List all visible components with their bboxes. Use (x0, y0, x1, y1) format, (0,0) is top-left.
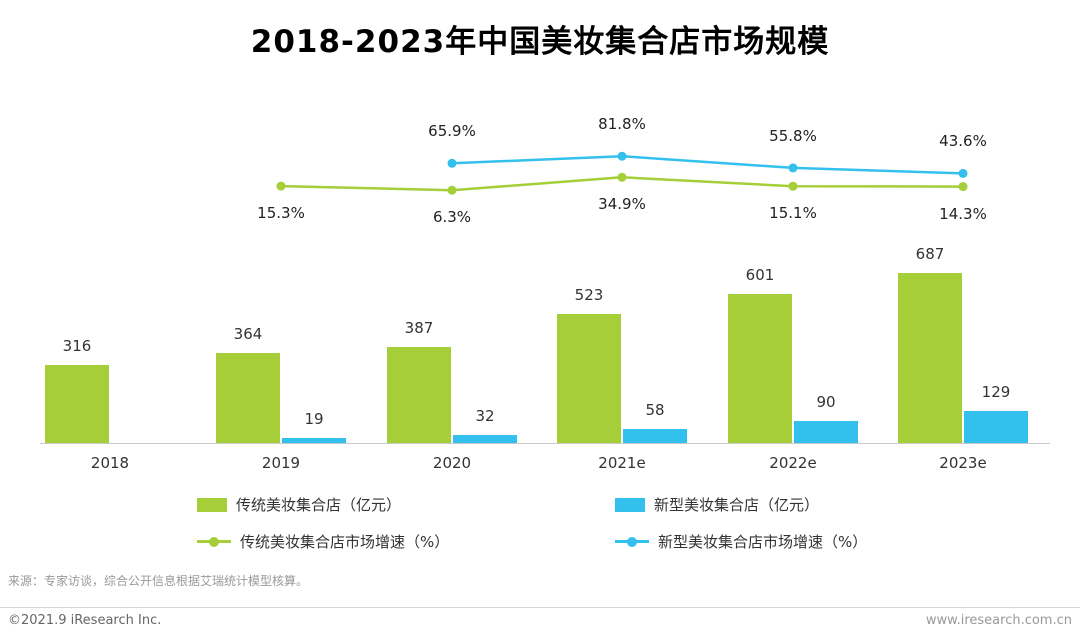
legend-line-dot (627, 536, 637, 547)
legend-item: 新型美妆集合店市场增速（%） (615, 531, 867, 552)
footer-website: www.iresearch.com.cn (925, 613, 1072, 628)
line-value-label: 15.3% (257, 204, 305, 222)
bar-value-label: 687 (915, 245, 945, 263)
legend-label: 传统美妆集合店（亿元） (236, 496, 402, 514)
line-point (276, 181, 286, 191)
line-point (617, 151, 627, 161)
line-point (447, 158, 457, 168)
legend-label: 新型美妆集合店（亿元） (654, 496, 820, 514)
line-new-growth (451, 154, 964, 175)
legend-label: 新型美妆集合店市场增速（%） (658, 533, 868, 551)
line-point (958, 168, 968, 178)
legend-item: 传统美妆集合店市场增速（%） (197, 531, 615, 552)
legend-label: 传统美妆集合店市场增速（%） (240, 533, 450, 551)
x-axis-label: 2022e (769, 454, 817, 472)
bar-traditional (45, 365, 109, 443)
line-value-label: 65.9% (428, 122, 476, 140)
bar-value-label: 387 (404, 319, 434, 337)
bar-traditional (216, 353, 280, 443)
bar-value-label: 129 (981, 383, 1011, 401)
line-point (788, 181, 798, 191)
line-value-label: 43.6% (939, 132, 987, 150)
bar-traditional (728, 294, 792, 443)
legend-item: 新型美妆集合店（亿元） (615, 494, 819, 515)
bar-value-label: 90 (816, 393, 836, 411)
line-point (958, 182, 968, 192)
x-axis-label: 2020 (432, 454, 472, 472)
bar-value-label: 19 (304, 410, 324, 428)
legend-line-swatch (197, 536, 231, 547)
footer-divider (0, 607, 1080, 608)
bar-value-label: 601 (745, 266, 775, 284)
bar-new (794, 421, 858, 443)
bar-new (623, 429, 687, 443)
legend-row: 传统美妆集合店（亿元） 新型美妆集合店（亿元） (197, 486, 867, 523)
legend-item: 传统美妆集合店（亿元） (197, 494, 615, 515)
legend: 传统美妆集合店（亿元） 新型美妆集合店（亿元） 传统美妆集合店市场增速（%） 新型美妆… (197, 486, 867, 560)
line-value-label: 34.9% (598, 195, 646, 213)
legend-line-swatch (615, 536, 649, 547)
legend-line-dot (209, 536, 219, 547)
bar-traditional (387, 347, 451, 443)
x-axis-label: 2019 (261, 454, 301, 472)
line-value-label: 6.3% (432, 208, 472, 226)
x-axis-label: 2023e (939, 454, 987, 472)
bar-value-label: 523 (574, 286, 604, 304)
line-value-label: 55.8% (769, 127, 817, 145)
line-value-label: 14.3% (939, 205, 987, 223)
source-note: 来源：专家访谈，综合公开信息根据艾瑞统计模型核算。 (8, 574, 309, 588)
bar-traditional (898, 273, 962, 443)
footer-copyright: ©2021.9 iResearch Inc. (8, 613, 162, 628)
line-traditional-growth (280, 176, 964, 192)
chart-title: 2018-2023年中国美妆集合店市场规模 (250, 24, 830, 60)
bar-new (964, 411, 1028, 443)
line-value-label: 15.1% (769, 204, 817, 222)
x-axis-label: 2018 (90, 454, 130, 472)
bar-value-label: 58 (645, 401, 665, 419)
bar-new (453, 435, 517, 443)
bar-value-label: 364 (233, 325, 263, 343)
legend-row: 传统美妆集合店市场增速（%） 新型美妆集合店市场增速（%） (197, 523, 867, 560)
legend-bar-swatch (197, 497, 227, 512)
line-point (617, 172, 627, 182)
bar-traditional (557, 314, 621, 443)
x-axis-line (40, 443, 1050, 444)
bar-value-label: 32 (475, 407, 495, 425)
legend-bar-swatch (615, 497, 645, 512)
line-point (447, 185, 457, 195)
line-value-label: 81.8% (598, 115, 646, 133)
footer: ©2021.9 iResearch Inc. www.iresearch.com… (0, 613, 1080, 628)
line-point (788, 163, 798, 173)
bar-new (282, 438, 346, 443)
bar-value-label: 316 (62, 337, 92, 355)
x-axis-label: 2021e (598, 454, 646, 472)
